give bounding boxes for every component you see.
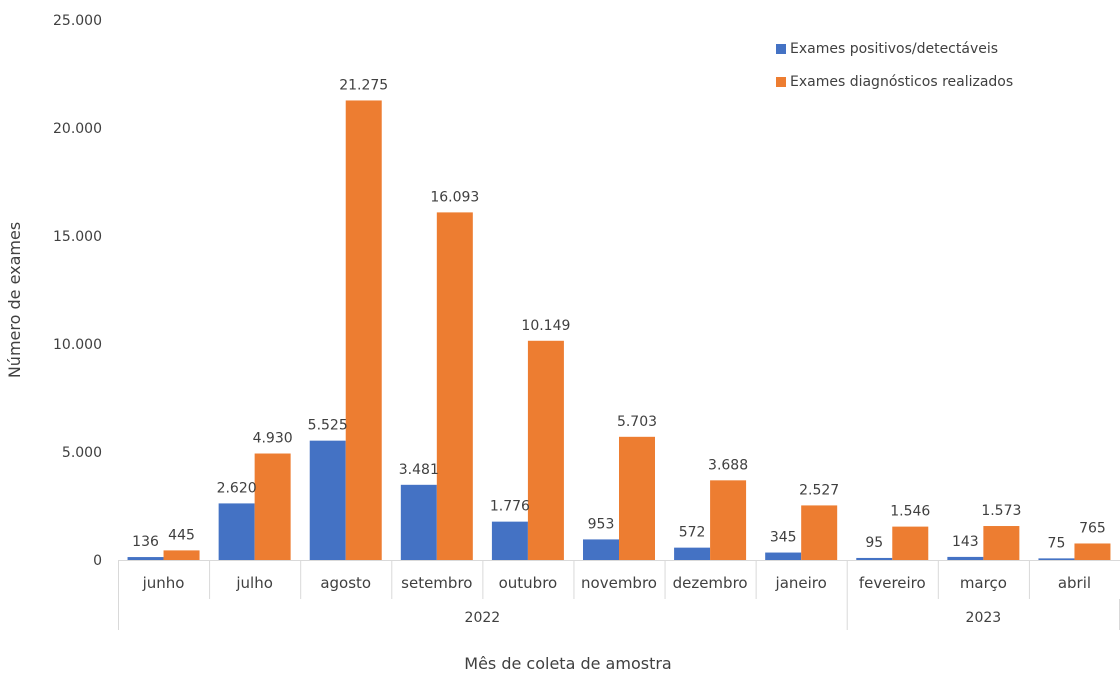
bars: [127, 100, 1111, 561]
data-labels: 136 445 2.620 4.930 5.525 21.275 3.481 16.093 1.…: [132, 77, 1106, 551]
legend: Exames positivos/detectáveis Exames diagn…: [776, 41, 1013, 90]
x-tick-label: agosto: [320, 574, 371, 592]
data-label: 1.776: [490, 499, 530, 515]
bar-positivos-setembro: [400, 484, 437, 560]
x-tick-label: setembro: [401, 574, 472, 592]
bar-realizados-julho: [254, 453, 291, 560]
data-label: 2.620: [217, 480, 257, 496]
y-tick-label: 20.000: [53, 121, 102, 137]
x-tick-label: outubro: [499, 574, 558, 592]
data-label: 572: [679, 525, 706, 541]
x-tick-label: janeiro: [775, 574, 827, 592]
y-axis-ticks: 0 5.000 10.000 15.000 20.000 25.000: [53, 13, 102, 569]
bar-positivos-dezembro: [674, 547, 711, 560]
data-label: 3.688: [708, 457, 748, 473]
y-tick-label: 15.000: [53, 229, 102, 245]
bar-positivos-agosto: [309, 440, 346, 560]
bar-positivos-outubro: [491, 521, 528, 560]
data-label: 16.093: [430, 189, 479, 205]
x-tick-label: março: [960, 574, 1007, 592]
data-label: 1.573: [981, 503, 1021, 519]
data-label: 445: [168, 527, 195, 543]
x-tick-label: abril: [1058, 574, 1091, 592]
data-label: 953: [588, 516, 615, 532]
bar-realizados-novembro: [619, 436, 655, 560]
bar-realizados-março: [983, 526, 1020, 560]
bar-positivos-abril: [1038, 558, 1075, 560]
bar-positivos-junho: [127, 557, 164, 560]
legend-label: Exames diagnósticos realizados: [790, 74, 1013, 90]
legend-swatch: [776, 44, 786, 54]
y-tick-label: 5.000: [62, 445, 102, 461]
data-label: 95: [865, 535, 883, 551]
y-tick-label: 0: [93, 553, 102, 569]
x-tick-label: fevereiro: [859, 574, 926, 592]
data-label: 21.275: [339, 77, 388, 93]
group-label: 2022: [465, 610, 501, 626]
x-tick-label: julho: [235, 574, 273, 592]
data-label: 5.703: [617, 414, 657, 430]
y-tick-label: 10.000: [53, 337, 102, 353]
data-label: 765: [1079, 520, 1106, 536]
bar-realizados-agosto: [345, 100, 382, 561]
bar-positivos-julho: [218, 503, 255, 560]
data-label: 2.527: [799, 482, 839, 498]
data-label: 136: [132, 534, 159, 550]
data-label: 345: [770, 530, 797, 546]
y-axis-label: Número de exames: [5, 222, 24, 378]
legend-swatch: [776, 77, 786, 87]
data-label: 75: [1048, 535, 1066, 551]
bar-realizados-junho: [163, 550, 200, 560]
bar-realizados-janeiro: [801, 505, 838, 560]
x-tick-label: junho: [142, 574, 185, 592]
data-label: 4.930: [253, 431, 293, 447]
x-tick-label: novembro: [581, 574, 657, 592]
data-label: 5.525: [308, 418, 348, 434]
y-tick-label: 25.000: [53, 13, 102, 29]
data-label: 143: [952, 534, 979, 550]
data-label: 3.481: [399, 462, 439, 478]
group-label: 2023: [966, 610, 1002, 626]
bar-positivos-novembro: [583, 539, 619, 560]
bar-positivos-março: [947, 556, 984, 560]
x-axis: junho julho agosto setembro outubro novembro d…: [118, 560, 1120, 630]
x-tick-label: dezembro: [673, 574, 748, 592]
bar-realizados-outubro: [527, 340, 564, 560]
bar-positivos-fevereiro: [856, 557, 893, 560]
bar-realizados-setembro: [436, 212, 473, 560]
legend-label: Exames positivos/detectáveis: [790, 41, 998, 57]
bar-realizados-abril: [1074, 543, 1111, 560]
data-label: 1.546: [890, 504, 930, 520]
x-axis-label: Mês de coleta de amostra: [464, 654, 671, 673]
bar-realizados-fevereiro: [892, 526, 929, 560]
bar-realizados-dezembro: [710, 480, 747, 560]
bar-positivos-janeiro: [765, 552, 802, 560]
data-label: 10.149: [521, 318, 570, 334]
